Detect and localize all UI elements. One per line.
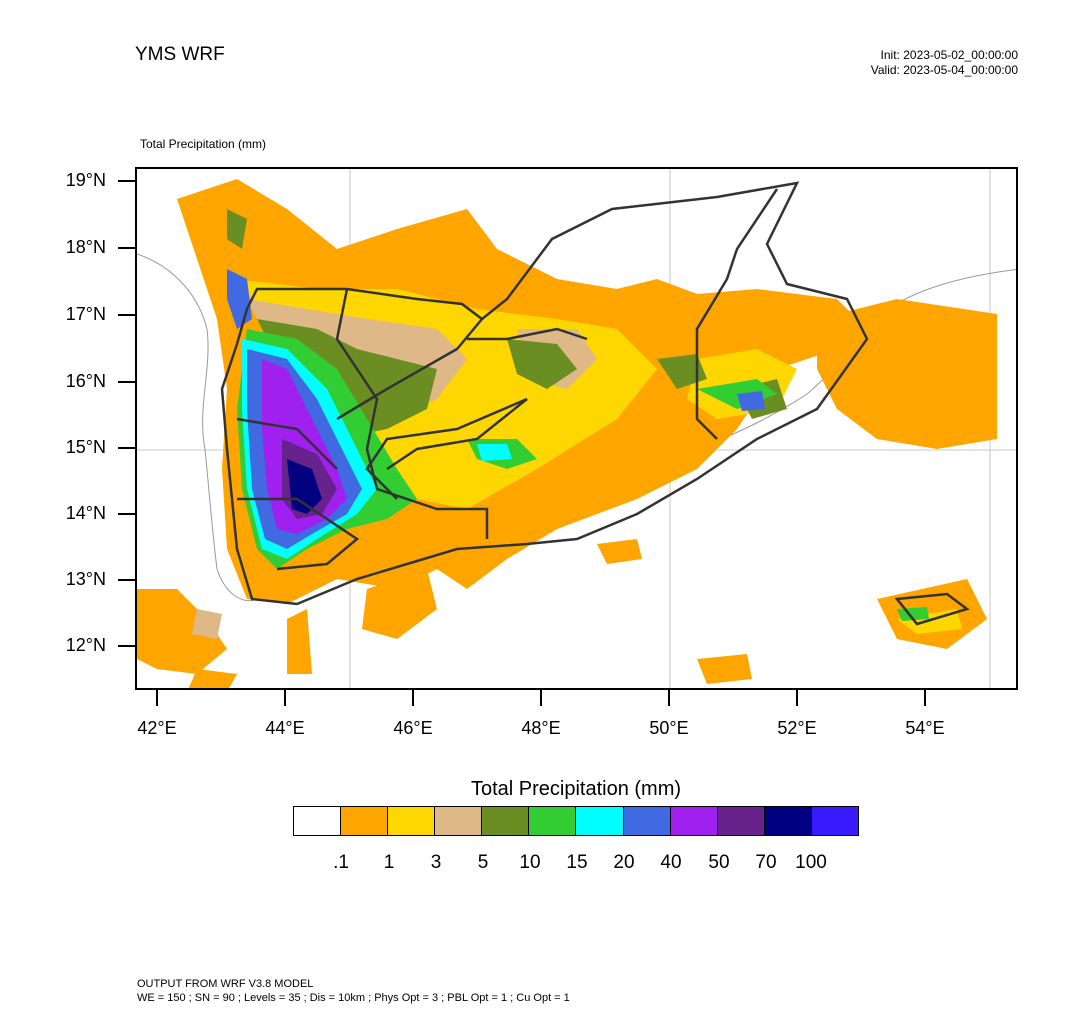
lat-tick [118, 180, 135, 182]
colorbar-swatch [764, 807, 812, 835]
map-canvas [137, 169, 1016, 688]
lon-tick [924, 690, 926, 706]
colorbar-tick: 15 [566, 852, 588, 873]
lat-label: 14°N [65, 503, 106, 523]
lon-label: 54°E [905, 718, 945, 738]
colorbar-swatch [623, 807, 671, 835]
colorbar-title: Total Precipitation (mm) [470, 778, 682, 800]
lat-tick [118, 447, 135, 449]
lat-label: 19°N [65, 170, 106, 190]
lat-tick [118, 579, 135, 581]
lon-label: 42°E [137, 718, 177, 738]
run-times: Init: 2023-05-02_00:00:00 Valid: 2023-05… [871, 48, 1018, 78]
precipitation-map [135, 167, 1018, 690]
colorbar [293, 806, 859, 836]
colorbar-tick: 20 [613, 852, 635, 873]
lat-tick [118, 513, 135, 515]
map-title: YMS WRF [135, 44, 225, 65]
lon-tick [796, 690, 798, 706]
colorbar-tick: 70 [755, 852, 777, 873]
colorbar-tick: 3 [430, 852, 442, 873]
lon-tick [284, 690, 286, 706]
colorbar-swatch [435, 807, 483, 835]
colorbar-swatch [388, 807, 436, 835]
lon-label: 50°E [649, 718, 689, 738]
lat-label: 17°N [65, 304, 106, 324]
colorbar-tick: .1 [333, 852, 349, 873]
lon-label: 44°E [265, 718, 305, 738]
footer-line: OUTPUT FROM WRF V3.8 MODEL [137, 978, 314, 990]
init-time: Init: 2023-05-02_00:00:00 [880, 48, 1018, 62]
lat-label: 16°N [65, 371, 106, 391]
lat-label: 18°N [65, 237, 106, 257]
colorbar-tick: 50 [708, 852, 730, 873]
colorbar-swatch [341, 807, 389, 835]
colorbar-swatch [294, 807, 342, 835]
admin-borders [220, 181, 970, 626]
lon-tick [540, 690, 542, 706]
lat-tick [118, 314, 135, 316]
colorbar-tick: 40 [660, 852, 682, 873]
lon-label: 52°E [777, 718, 817, 738]
footer-line: WE = 150 ; SN = 90 ; Levels = 35 ; Dis =… [137, 992, 570, 1004]
lon-tick [412, 690, 414, 706]
lon-tick [668, 690, 670, 706]
colorbar-swatch [811, 807, 858, 835]
lat-label: 15°N [65, 437, 106, 457]
colorbar-tick: 10 [519, 852, 541, 873]
lon-label: 46°E [393, 718, 433, 738]
colorbar-swatch [717, 807, 765, 835]
lat-tick [118, 381, 135, 383]
lat-label: 13°N [65, 569, 106, 589]
lat-tick [118, 247, 135, 249]
colorbar-swatch [482, 807, 530, 835]
colorbar-swatch [529, 807, 577, 835]
colorbar-tick: 5 [477, 852, 489, 873]
model-footer: OUTPUT FROM WRF V3.8 MODEL WE = 150 ; SN… [137, 977, 570, 1005]
colorbar-tick: 1 [383, 852, 395, 873]
field-label: Total Precipitation (mm) [140, 137, 267, 151]
lon-label: 48°E [521, 718, 561, 738]
colorbar-swatch [576, 807, 624, 835]
colorbar-swatch [670, 807, 718, 835]
colorbar-tick: 100 [795, 852, 827, 873]
lon-tick [156, 690, 158, 706]
lat-label: 12°N [65, 635, 106, 655]
valid-time: Valid: 2023-05-04_00:00:00 [870, 63, 1018, 77]
lat-tick [118, 645, 135, 647]
